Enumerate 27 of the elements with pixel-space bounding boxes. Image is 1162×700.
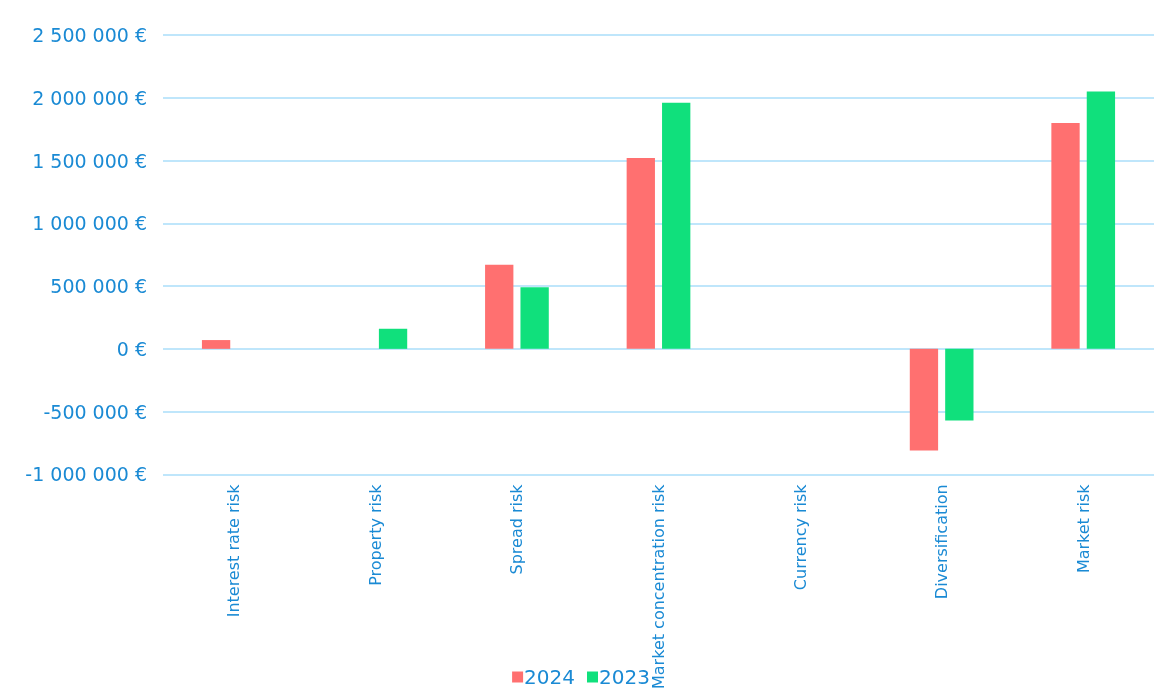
- legend-label: 2023: [599, 665, 650, 689]
- y-tick-label: 2 500 000 €: [32, 24, 147, 46]
- y-tick-label: 2 000 000 €: [32, 86, 147, 109]
- bar: [626, 158, 655, 349]
- x-tick-label: Market risk: [1073, 483, 1093, 574]
- bar: [378, 328, 408, 349]
- legend-label: 2024: [524, 665, 576, 689]
- y-tick-label: -500 000 €: [43, 400, 147, 423]
- x-tick-label: Property risk: [365, 483, 385, 586]
- x-tick-label: Interest rate risk: [224, 483, 244, 618]
- x-tick-label: Spread risk: [507, 483, 527, 575]
- bar: [1086, 91, 1116, 349]
- bar: [909, 348, 939, 451]
- bar: [945, 348, 974, 421]
- bar: [1051, 122, 1080, 349]
- y-tick-label: 1 500 000 €: [32, 149, 147, 172]
- x-tick-label: Currency risk: [790, 483, 810, 591]
- y-tick-label: 500 000 €: [50, 275, 147, 298]
- y-tick-label: 0 €: [116, 337, 147, 360]
- bar: [520, 287, 549, 349]
- x-tick-label: Diversification: [932, 484, 952, 600]
- y-tick-label: -1 000 000 €: [25, 463, 147, 486]
- y-tick-label: 1 000 000 €: [32, 212, 147, 235]
- bar: [201, 340, 231, 349]
- x-tick-label: Market concentration risk: [649, 483, 668, 689]
- bar: [662, 102, 691, 349]
- bar: [485, 264, 514, 349]
